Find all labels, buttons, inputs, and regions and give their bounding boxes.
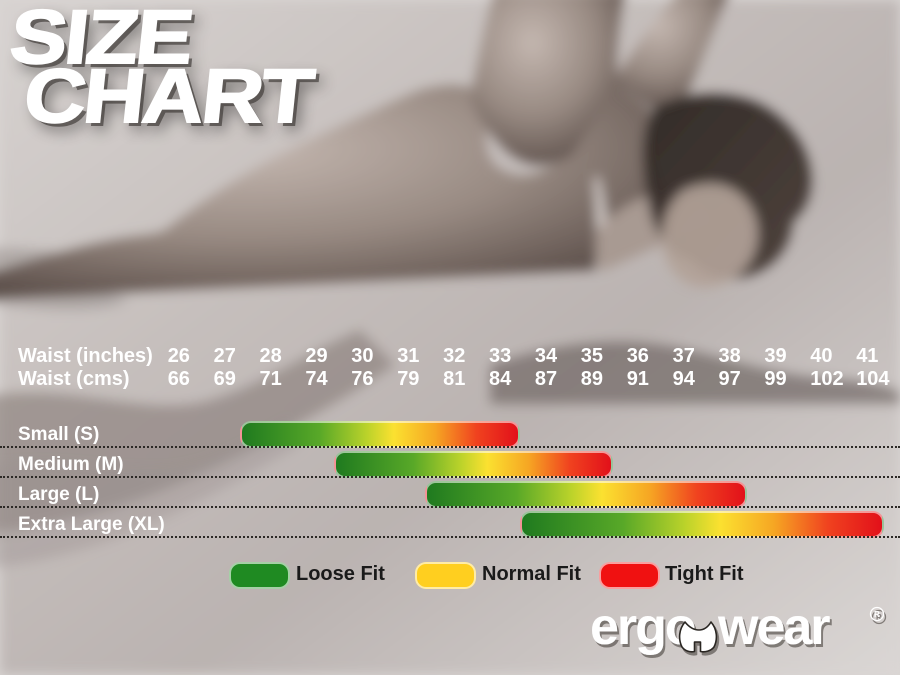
svg-text:ergo: ergo (590, 598, 695, 656)
svg-text:wear: wear (717, 598, 830, 656)
svg-text:R: R (874, 610, 880, 619)
